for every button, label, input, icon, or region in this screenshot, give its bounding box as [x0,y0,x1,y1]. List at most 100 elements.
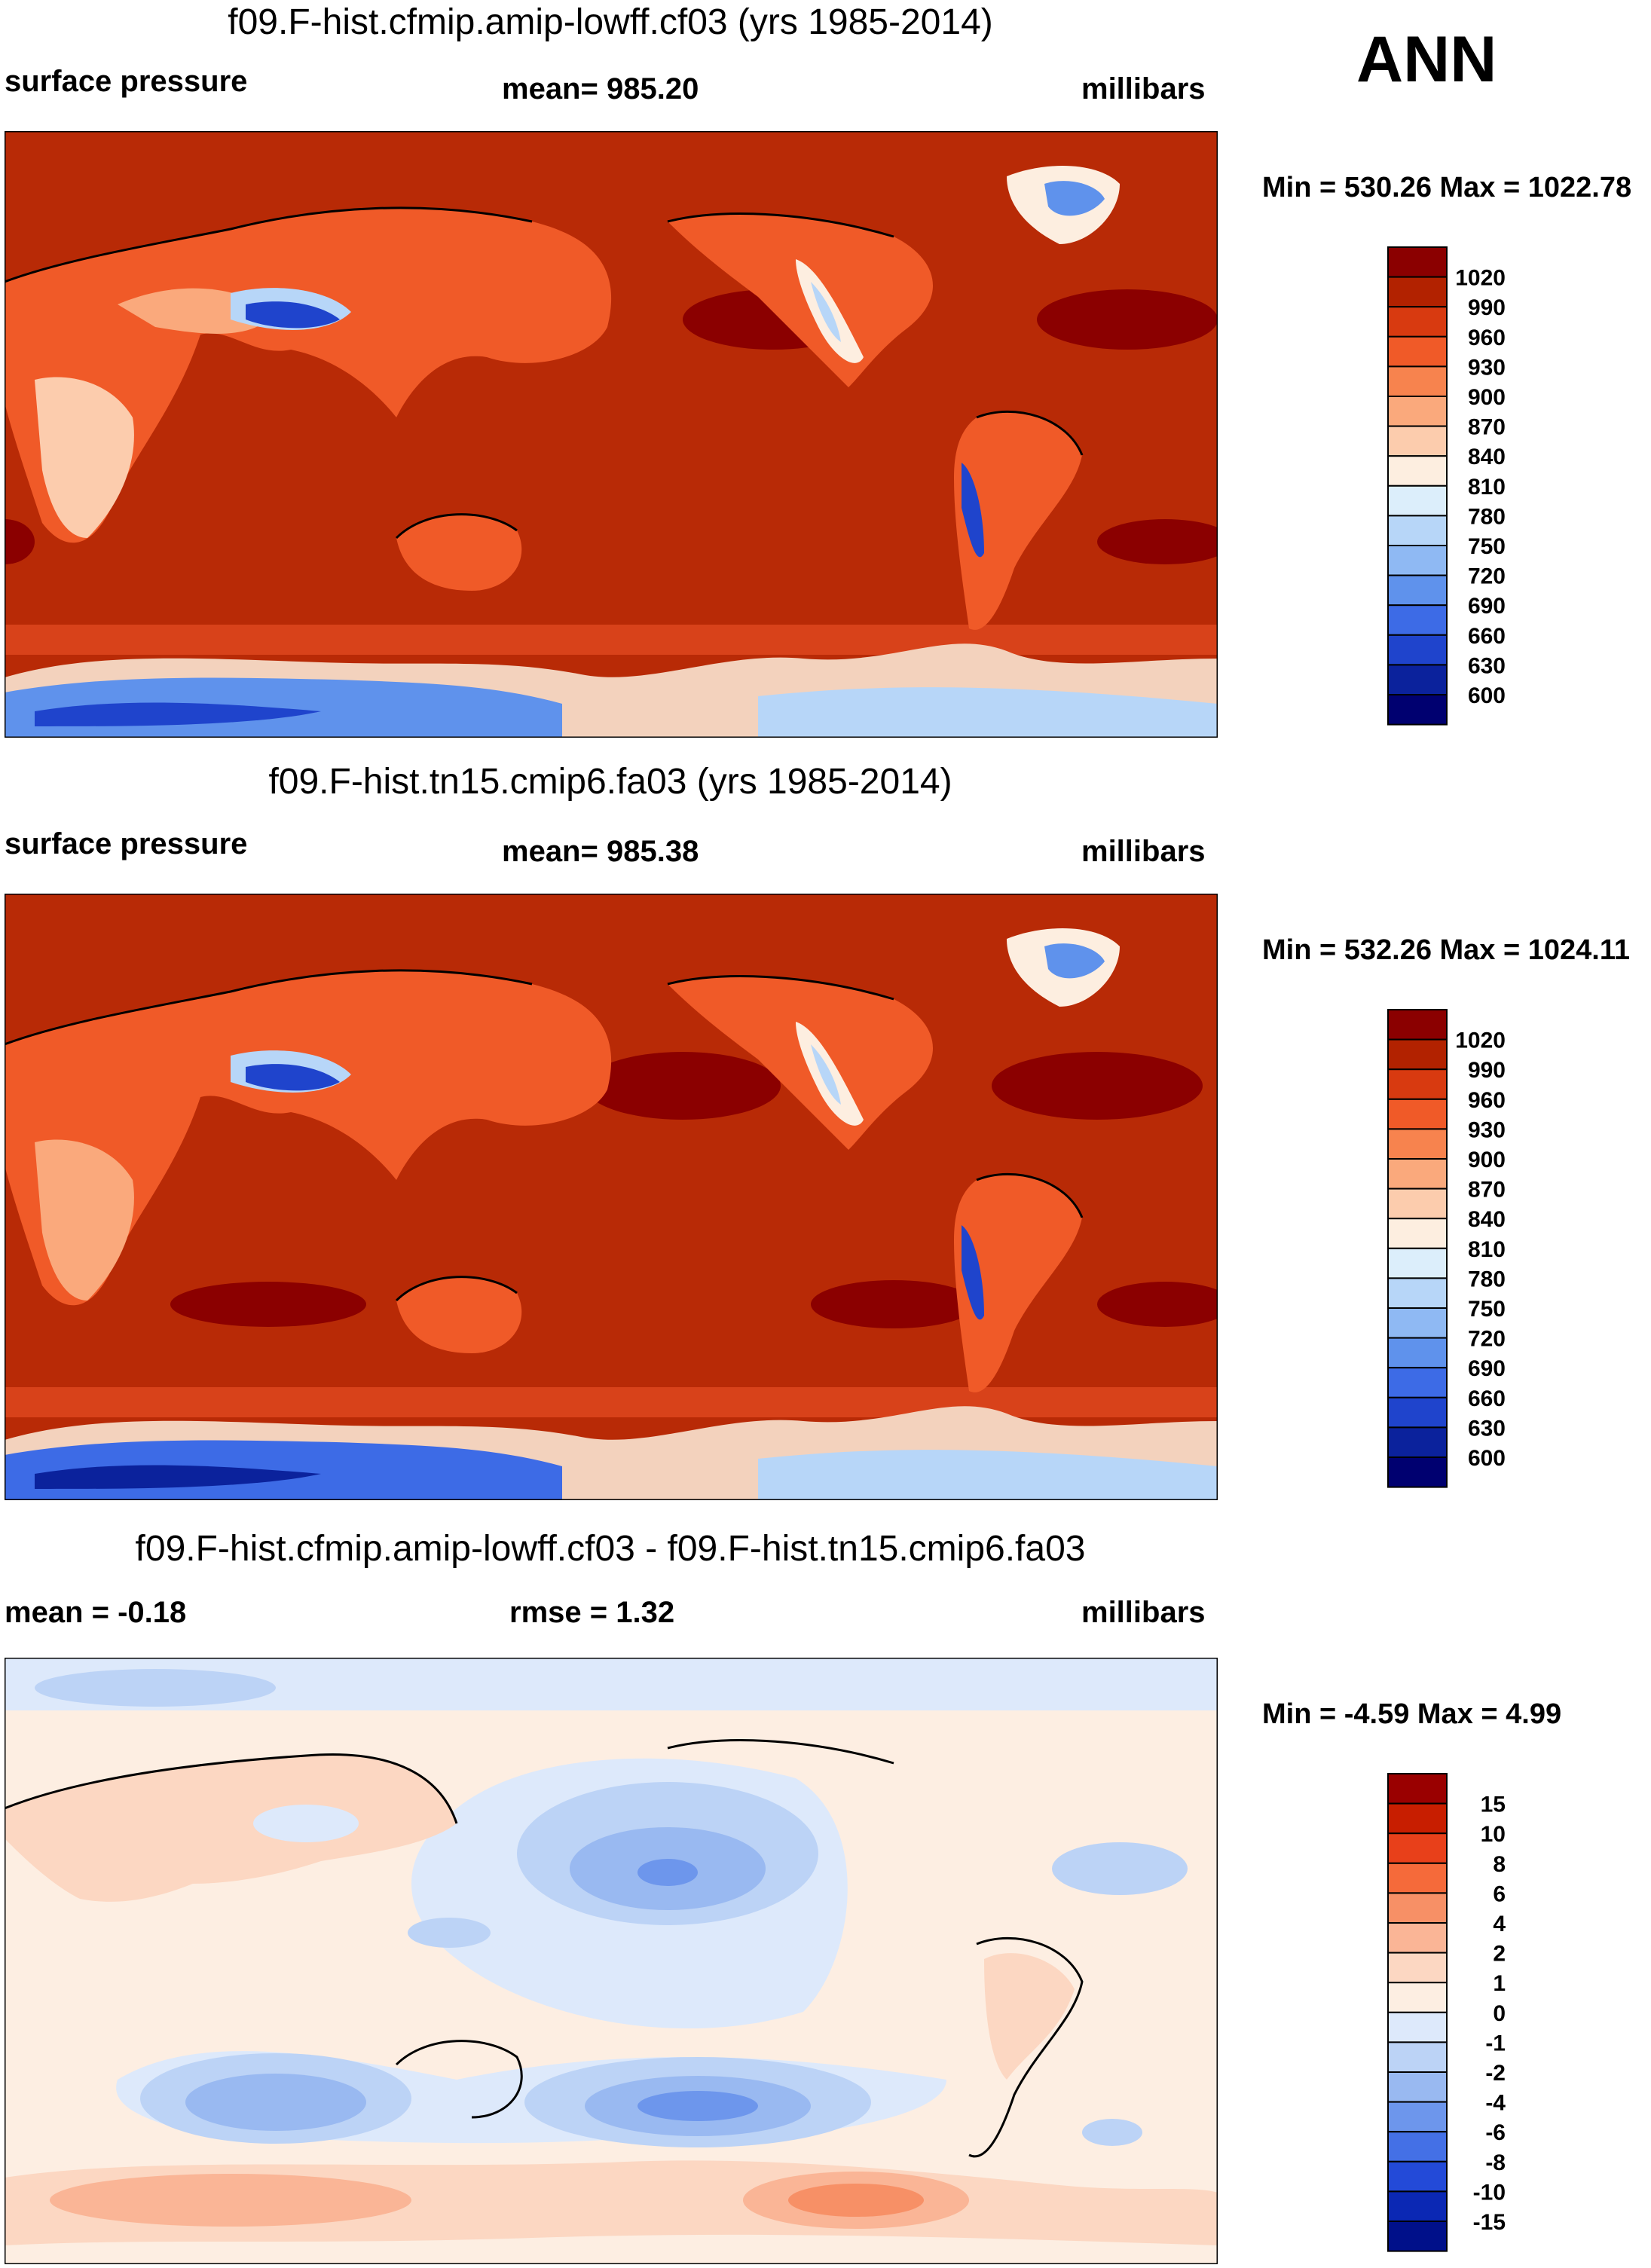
panel-3-colorbar-label: -6 [1485,2120,1506,2145]
panel-1-colorbar-swatch [1387,455,1448,487]
panel-1-colorbar-label: 990 [1468,295,1506,320]
panel-3-colorbar-label: 2 [1493,1942,1506,1967]
panel-3-colorbar-swatch [1387,1802,1448,1835]
panel-2-colorbar-swatch [1387,1158,1448,1190]
panel-3-colorbar-swatch [1387,2101,1448,2133]
panel-3-colorbar-label: 4 [1493,1912,1506,1936]
panel-2-colorbar-swatch [1387,1187,1448,1220]
panel-2-colorbar-swatch [1387,1218,1448,1249]
panel-3-colorbar-label: -8 [1485,2150,1506,2175]
panel-2-colorbar-swatch [1387,1098,1448,1130]
panel-2-colorbar-swatch [1387,1068,1448,1100]
panel-1-colorbar-label: 840 [1468,445,1506,469]
panel-2-colorbar-label: 990 [1468,1058,1506,1083]
panel-1-colorbar-swatch [1387,694,1448,726]
panel-1-colorbar-swatch [1387,574,1448,607]
panel-2-colorbar-swatch [1387,1009,1448,1041]
panel-2-colorbar-label: 930 [1468,1117,1506,1142]
panel-1-colorbar-label: 960 [1468,326,1506,350]
panel-3-minmax-label: Min = -4.59 Max = 4.99 [1262,1698,1562,1730]
panel-2-colorbar-swatch [1387,1337,1448,1369]
panel-1-colorbar-swatch [1387,545,1448,576]
panel-3-colorbar-label: 0 [1493,2001,1506,2026]
panel-1-colorbar-label: 630 [1468,653,1506,678]
panel-1-colorbar-label: 900 [1468,385,1506,410]
panel-1-colorbar-label: 600 [1468,683,1506,708]
panel-3-colorbar-swatch [1387,1982,1448,2013]
panel-2-mean-label: mean= 985.38 [502,835,699,868]
panel-3-colorbar-label: -10 [1473,2180,1506,2205]
panel-2-colorbar-swatch [1387,1426,1448,1459]
panel-3-colorbar-swatch [1387,2221,1448,2252]
panel-3-colorbar-swatch [1387,1862,1448,1894]
panel-3-units-label: millibars [1081,1596,1206,1629]
panel-3-colorbar-swatch [1387,2190,1448,2223]
panel-1-variable-label: surface pressure [5,65,248,98]
panel-3-colorbar-label: 15 [1481,1793,1506,1817]
panel-3-colorbar-label: 6 [1493,1881,1506,1906]
panel-2-colorbar-swatch [1387,1367,1448,1398]
panel-2-colorbar-swatch [1387,1038,1448,1071]
panel-1-colorbar-label: 720 [1468,564,1506,589]
panel-3-colorbar-swatch [1387,1832,1448,1864]
panel-2-variable-label: surface pressure [5,827,248,860]
panel-3-colorbar-swatch [1387,2041,1448,2073]
panel-1-colorbar-swatch [1387,276,1448,308]
panel-1-colorbar-swatch [1387,335,1448,368]
panel-2-title: f09.F-hist.tn15.cmip6.fa03 (yrs 1985-201… [268,762,952,802]
panel-2-colorbar-label: 1020 [1455,1029,1506,1053]
panel-3-colorbar-swatch [1387,1952,1448,1984]
panel-2-minmax-label: Min = 532.26 Max = 1024.11 [1262,934,1631,966]
panel-1-colorbar-swatch [1387,425,1448,457]
panel-1-colorbar: 1020 990 960 930 900 870 840 810 780 750 720 690 660… [1387,246,1506,726]
panel-1-colorbar-swatch [1387,515,1448,546]
panel-2-colorbar-label: 870 [1468,1178,1506,1203]
panel-1-colorbar-swatch [1387,484,1448,517]
panel-2-colorbar: 1020 990 960 930 900 870 840 810 780 750 720 690 660… [1387,1009,1506,1488]
panel-3-colorbar-label: -2 [1485,2061,1506,2086]
panel-2-colorbar-label: 780 [1468,1267,1506,1291]
panel-3-colorbar-label: 8 [1493,1852,1506,1877]
panel-2-colorbar-swatch [1387,1396,1448,1429]
panel-3-colorbar-label: -1 [1485,2031,1506,2056]
panel-2-colorbar-label: 630 [1468,1416,1506,1441]
panel-3-colorbar-label: 10 [1481,1822,1506,1847]
panel-3-colorbar-swatch [1387,2131,1448,2163]
panel-1-colorbar-label: 780 [1468,504,1506,529]
panel-3-colorbar-label: -15 [1473,2210,1506,2235]
panel-2-colorbar-label: 810 [1468,1237,1506,1262]
season-label: ANN [1356,23,1497,96]
panel-1-colorbar-label: 870 [1468,415,1506,440]
panel-1-colorbar-label: 1020 [1455,266,1506,291]
panel-1-colorbar-swatch [1387,246,1448,278]
panel-2-colorbar-label: 960 [1468,1088,1506,1113]
panel-1-colorbar-label: 930 [1468,355,1506,380]
panel-3-colorbar-swatch [1387,1922,1448,1954]
panel-2-colorbar-swatch [1387,1277,1448,1309]
panel-1-colorbar-label: 690 [1468,594,1506,619]
panel-2-colorbar-label: 900 [1468,1148,1506,1172]
panel-1-colorbar-swatch [1387,664,1448,696]
panel-1-units-label: millibars [1081,72,1206,105]
panel-2-units-label: millibars [1081,835,1206,868]
panel-2-map [5,894,1218,1500]
panel-3-map [5,1658,1218,2264]
panel-3-mean-label: mean = -0.18 [5,1596,187,1629]
panel-3-colorbar-label: 1 [1493,1971,1506,1996]
panel-1-colorbar-swatch [1387,396,1448,427]
panel-1-colorbar-label: 660 [1468,624,1506,649]
panel-2-colorbar-swatch [1387,1247,1448,1279]
panel-2-colorbar-swatch [1387,1456,1448,1488]
panel-3-title: f09.F-hist.cfmip.amip-lowff.cf03 - f09.F… [135,1529,1086,1569]
panel-1-colorbar-label: 810 [1468,475,1506,500]
panel-2-colorbar-label: 600 [1468,1446,1506,1471]
panel-1-colorbar-swatch [1387,604,1448,636]
panel-1-map [5,131,1218,738]
panel-1-mean-label: mean= 985.20 [502,72,699,105]
panel-1-title: f09.F-hist.cfmip.amip-lowff.cf03 (yrs 19… [228,2,993,42]
panel-3-rmse-label: rmse = 1.32 [509,1596,675,1629]
panel-1-colorbar-label: 750 [1468,534,1506,559]
panel-3-colorbar-swatch [1387,1773,1448,1805]
panel-3-colorbar-swatch [1387,1892,1448,1924]
